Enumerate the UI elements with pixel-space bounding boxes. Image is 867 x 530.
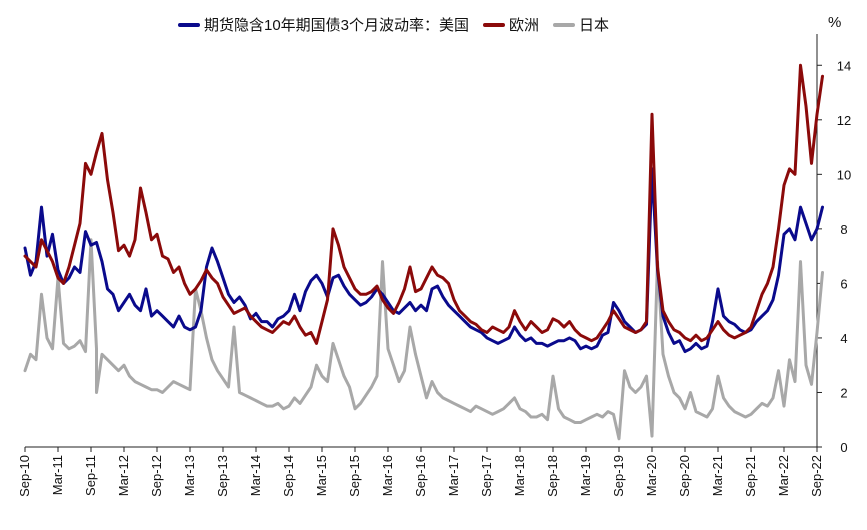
x-tick-label: Mar-16 — [380, 455, 395, 496]
x-tick-label: Mar-20 — [644, 455, 659, 496]
x-tick-label: Mar-21 — [710, 455, 725, 496]
y-axis-unit-label: % — [828, 14, 842, 31]
x-tick-label: Sep-21 — [743, 455, 758, 497]
y-tick-label: 0 — [840, 440, 847, 455]
y-tick-label: 2 — [840, 385, 847, 400]
legend-label-europe: 欧洲 — [509, 17, 540, 34]
legend-item-europe: 欧洲 — [483, 14, 539, 35]
series-line-europe — [23, 63, 824, 345]
x-tick-label: Mar-22 — [776, 455, 791, 496]
x-tick-label: Sep-22 — [809, 455, 824, 497]
x-tick-label: Sep-14 — [281, 455, 296, 497]
x-tick-label: Sep-16 — [413, 455, 428, 497]
x-tick-label: Sep-15 — [347, 455, 362, 497]
series-line-japan — [23, 238, 824, 441]
y-tick-label: 14 — [837, 58, 851, 73]
x-tick-label: Mar-18 — [512, 455, 527, 496]
x-tick-label: Sep-13 — [215, 455, 230, 497]
x-tick-label: Mar-17 — [446, 455, 461, 496]
x-tick-label: Sep-12 — [149, 455, 164, 497]
y-tick-label: 8 — [840, 222, 847, 237]
x-tick-label: Sep-20 — [677, 455, 692, 497]
x-tick-label: Mar-13 — [182, 455, 197, 496]
y-tick-label: 4 — [840, 331, 847, 346]
legend-item-us: 期货隐含10年期国债3个月波动率：美国 — [178, 14, 469, 35]
legend-swatch-us — [178, 22, 200, 27]
legend-label-japan: 日本 — [579, 17, 610, 34]
legend-swatch-japan — [553, 22, 576, 27]
x-tick-label: Mar-12 — [116, 455, 131, 496]
legend-label-us: 期货隐含10年期国债3个月波动率：美国 — [204, 17, 470, 34]
series-line-us — [23, 167, 824, 354]
x-tick-label: Mar-14 — [248, 455, 263, 496]
legend-swatch-europe — [483, 22, 506, 27]
x-tick-label: Mar-11 — [50, 455, 65, 495]
chart-legend: 期货隐含10年期国债3个月波动率：美国 欧洲 日本 — [178, 14, 609, 35]
y-tick-label: 10 — [837, 167, 851, 182]
x-tick-label: Sep-17 — [479, 455, 494, 497]
x-tick-label: Mar-19 — [578, 455, 593, 496]
x-tick-label: Sep-11 — [83, 455, 98, 496]
y-tick-label: 6 — [840, 276, 847, 291]
x-tick-label: Sep-10 — [17, 455, 32, 497]
y-tick-label: 12 — [837, 113, 851, 128]
x-tick-label: Sep-19 — [611, 455, 626, 497]
x-tick-label: Sep-18 — [545, 455, 560, 497]
x-tick-label: Mar-15 — [314, 455, 329, 496]
legend-item-japan: 日本 — [553, 14, 609, 35]
